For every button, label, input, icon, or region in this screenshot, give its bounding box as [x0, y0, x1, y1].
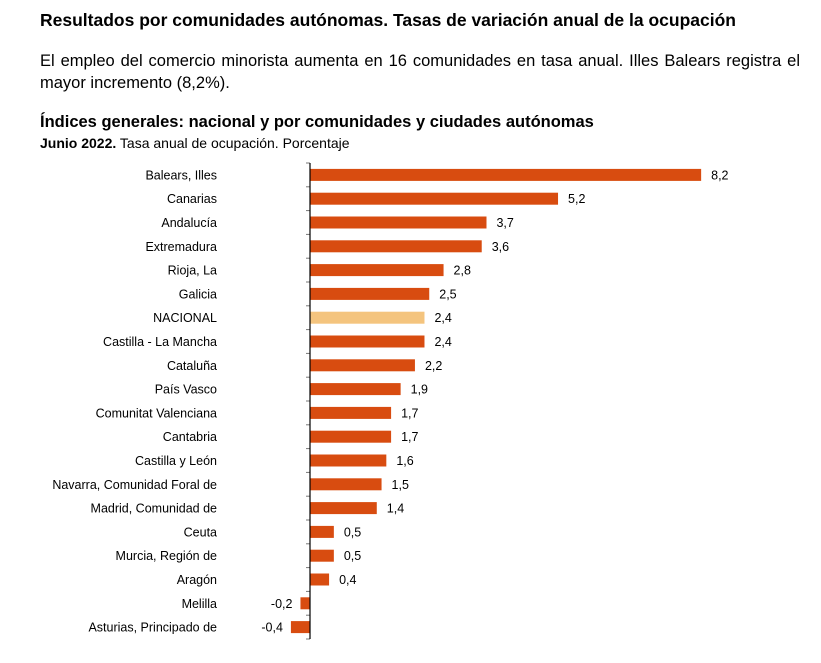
- bar: [310, 549, 334, 562]
- bar: [290, 621, 310, 634]
- data-label: 2,4: [434, 335, 451, 349]
- data-label: 1,4: [387, 502, 404, 516]
- category-label: Canarias: [167, 192, 217, 206]
- bar: [310, 478, 382, 491]
- data-label: 2,2: [425, 359, 442, 373]
- category-label: Aragón: [177, 573, 217, 587]
- bar: [310, 168, 702, 181]
- category-label: Cantabria: [163, 430, 217, 444]
- data-label: -0,4: [261, 621, 283, 635]
- bar: [300, 597, 310, 610]
- chart-subtitle: Junio 2022. Tasa anual de ocupación. Por…: [40, 135, 350, 151]
- data-label: 2,4: [434, 311, 451, 325]
- category-label: Galicia: [179, 287, 217, 301]
- category-label: País Vasco: [155, 383, 217, 397]
- data-label: 3,7: [496, 216, 513, 230]
- category-label: Cataluña: [167, 359, 217, 373]
- category-label: Navarra, Comunidad Foral de: [52, 478, 217, 492]
- data-label: 8,2: [711, 168, 728, 182]
- category-label: Ceuta: [184, 525, 217, 539]
- bar: [310, 430, 392, 443]
- bar: [310, 454, 387, 467]
- data-label: -0,2: [271, 597, 293, 611]
- data-label: 3,6: [492, 240, 509, 254]
- category-label: Castilla - La Mancha: [103, 335, 217, 349]
- chart-subtitle-text: Tasa anual de ocupación. Porcentaje: [119, 135, 350, 151]
- bar: [310, 264, 444, 277]
- bar: [310, 383, 401, 396]
- category-label: Asturias, Principado de: [88, 621, 217, 635]
- data-label: 1,9: [411, 383, 428, 397]
- category-label: Rioja, La: [168, 264, 217, 278]
- bar: [310, 335, 425, 348]
- category-label: Melilla: [182, 597, 217, 611]
- data-label: 1,5: [392, 478, 409, 492]
- category-label: Comunitat Valenciana: [96, 406, 217, 420]
- data-label: 0,5: [344, 549, 361, 563]
- lead-text: El empleo del comercio minorista aumenta…: [40, 52, 800, 92]
- data-label: 1,6: [396, 454, 413, 468]
- data-label: 0,4: [339, 573, 356, 587]
- category-label: Extremadura: [145, 240, 217, 254]
- category-label: Madrid, Comunidad de: [91, 502, 218, 516]
- data-label: 0,5: [344, 525, 361, 539]
- data-label: 5,2: [568, 192, 585, 206]
- data-label: 2,5: [439, 287, 456, 301]
- chart-title: Índices generales: nacional y por comuni…: [40, 113, 594, 131]
- data-label: 1,7: [401, 406, 418, 420]
- bar: [310, 287, 430, 300]
- bar: [310, 406, 392, 419]
- category-label: Castilla y León: [135, 454, 217, 468]
- bar: [310, 502, 377, 515]
- bar: [310, 311, 425, 324]
- category-label: NACIONAL: [153, 311, 217, 325]
- category-label: Balears, Illes: [145, 168, 217, 182]
- data-label: 2,8: [454, 264, 471, 278]
- page-title: Resultados por comunidades autónomas. Ta…: [40, 10, 736, 30]
- bar: [310, 359, 415, 372]
- category-label: Andalucía: [161, 216, 217, 230]
- chart-subtitle-date: Junio 2022.: [40, 135, 117, 151]
- bar: [310, 216, 487, 229]
- data-label: 1,7: [401, 430, 418, 444]
- bar: [310, 192, 559, 205]
- bar: [310, 525, 334, 538]
- bar: [310, 573, 330, 586]
- bar: [310, 240, 482, 253]
- category-label: Murcia, Región de: [116, 549, 217, 563]
